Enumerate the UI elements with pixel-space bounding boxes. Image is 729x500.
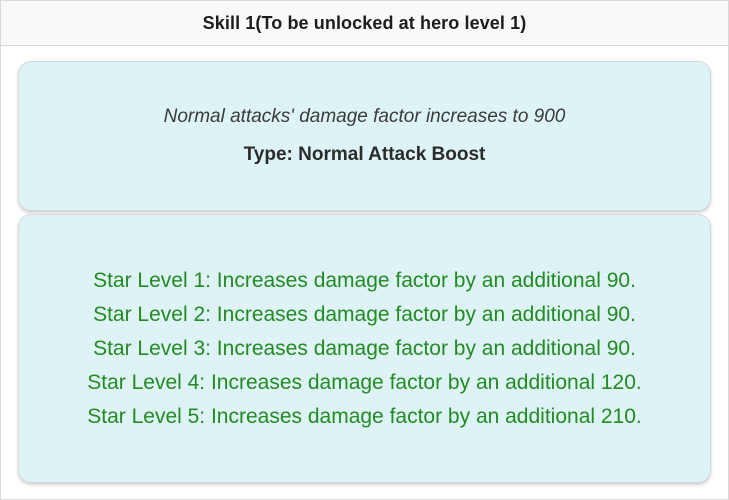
star-level-1: Star Level 1: Increases damage factor by… [93, 268, 636, 292]
skill-description: Normal attacks' damage factor increases … [163, 106, 566, 127]
skill-summary-card: Normal attacks' damage factor increases … [19, 62, 710, 210]
star-level-3: Star Level 3: Increases damage factor by… [93, 336, 636, 360]
star-level-5: Star Level 5: Increases damage factor by… [87, 404, 642, 428]
skill-header: Skill 1(To be unlocked at hero level 1) [1, 1, 728, 46]
star-levels-card: Star Level 1: Increases damage factor by… [19, 215, 710, 482]
skill-type-label: Type: Normal Attack Boost [243, 144, 486, 165]
star-level-4: Star Level 4: Increases damage factor by… [87, 370, 642, 394]
skill-content: Normal attacks' damage factor increases … [1, 46, 728, 499]
star-level-2: Star Level 2: Increases damage factor by… [93, 302, 636, 326]
skill-title: Skill 1(To be unlocked at hero level 1) [202, 12, 527, 33]
